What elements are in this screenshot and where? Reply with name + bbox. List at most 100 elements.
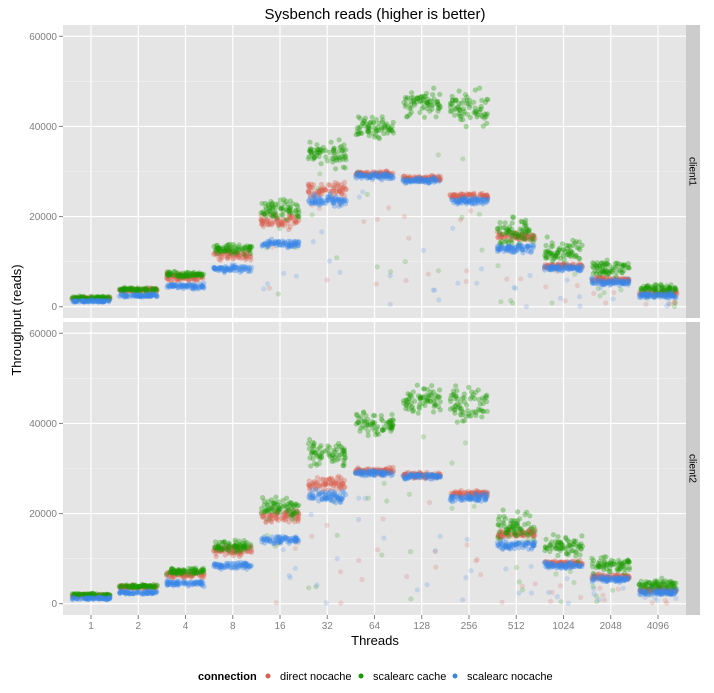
point-scalearc-cache: [607, 566, 612, 571]
point-scalearc-cache: [543, 243, 548, 248]
point-scalearc-cache: [452, 407, 457, 412]
point-scalearc-cache: [276, 505, 281, 510]
point-scalearc-cache: [270, 214, 275, 219]
point-direct-nocache: [306, 189, 311, 194]
point-scalearc-nocache: [363, 173, 368, 178]
point-scalearc-cache: [448, 399, 453, 404]
point-direct-nocache: [391, 465, 396, 470]
point-scalearc-cache: [403, 259, 408, 264]
point-direct-nocache: [292, 218, 297, 223]
point-scalearc-cache: [522, 522, 527, 527]
point-scalearc-cache: [561, 254, 566, 259]
point-scalearc-cache: [417, 110, 422, 115]
point-scalearc-cache: [616, 261, 621, 266]
point-scalearc-nocache: [261, 286, 266, 291]
point-scalearc-cache: [618, 287, 623, 292]
point-scalearc-cache: [296, 503, 301, 508]
point-scalearc-nocache: [479, 266, 484, 271]
point-direct-nocache: [433, 565, 438, 570]
point-scalearc-nocache: [453, 199, 458, 204]
point-scalearc-cache: [422, 115, 427, 120]
point-scalearc-nocache: [664, 295, 669, 300]
point-scalearc-cache: [168, 569, 173, 574]
point-scalearc-cache: [389, 412, 394, 417]
point-scalearc-nocache: [199, 284, 204, 289]
point-scalearc-cache: [335, 533, 340, 538]
point-scalearc-cache: [616, 558, 621, 563]
point-scalearc-cache: [325, 443, 330, 448]
point-scalearc-cache: [405, 95, 410, 100]
point-scalearc-cache: [380, 114, 385, 119]
point-scalearc-cache: [423, 94, 428, 99]
point-scalearc-nocache: [191, 287, 196, 292]
point-scalearc-cache: [495, 263, 500, 268]
point-scalearc-cache: [370, 420, 375, 425]
point-scalearc-nocache: [94, 596, 99, 601]
point-scalearc-cache: [455, 420, 460, 425]
point-scalearc-cache: [497, 220, 502, 225]
point-scalearc-cache: [462, 400, 467, 405]
point-scalearc-cache: [473, 87, 478, 92]
point-scalearc-cache: [408, 596, 413, 601]
point-scalearc-cache: [571, 538, 576, 543]
point-direct-nocache: [274, 600, 279, 605]
point-scalearc-nocache: [319, 229, 324, 234]
point-scalearc-nocache: [77, 597, 82, 602]
point-direct-nocache: [601, 593, 606, 598]
point-direct-nocache: [273, 516, 278, 521]
point-direct-nocache: [338, 601, 343, 606]
point-scalearc-nocache: [595, 278, 600, 283]
point-scalearc-nocache: [611, 296, 616, 301]
point-scalearc-nocache: [311, 239, 316, 244]
point-scalearc-cache: [497, 230, 502, 235]
point-scalearc-nocache: [263, 242, 268, 247]
point-scalearc-cache: [528, 526, 533, 531]
point-scalearc-nocache: [577, 304, 582, 309]
point-scalearc-cache: [610, 267, 615, 272]
point-scalearc-cache: [510, 214, 515, 219]
point-scalearc-cache: [312, 450, 317, 455]
point-scalearc-cache: [228, 246, 233, 251]
point-direct-nocache: [329, 476, 334, 481]
point-scalearc-cache: [385, 130, 390, 135]
point-scalearc-cache: [339, 444, 344, 449]
point-scalearc-cache: [416, 411, 421, 416]
point-scalearc-cache: [621, 263, 626, 268]
point-scalearc-cache: [454, 97, 459, 102]
x-axis-label: Threads: [351, 633, 399, 648]
point-scalearc-cache: [466, 385, 471, 390]
point-scalearc-cache: [484, 399, 489, 404]
point-scalearc-nocache: [479, 200, 484, 205]
point-scalearc-cache: [450, 101, 455, 106]
point-scalearc-cache: [570, 243, 575, 248]
y-tick-label: 0: [51, 599, 57, 610]
point-scalearc-cache: [453, 106, 458, 111]
point-scalearc-cache: [311, 443, 316, 448]
point-direct-nocache: [286, 227, 291, 232]
point-direct-nocache: [406, 236, 411, 241]
y-tick-label: 20000: [29, 509, 57, 520]
point-scalearc-nocache: [573, 265, 578, 270]
point-scalearc-cache: [334, 255, 339, 260]
point-direct-nocache: [375, 547, 380, 552]
point-scalearc-nocache: [469, 201, 474, 206]
point-scalearc-cache: [648, 286, 653, 291]
point-scalearc-cache: [627, 266, 632, 271]
point-direct-nocache: [386, 205, 391, 210]
point-scalearc-cache: [436, 268, 441, 273]
point-scalearc-cache: [341, 463, 346, 468]
point-direct-nocache: [404, 574, 409, 579]
point-scalearc-nocache: [496, 246, 501, 251]
point-scalearc-cache: [543, 545, 548, 550]
point-scalearc-cache: [365, 192, 370, 197]
point-scalearc-cache: [193, 565, 198, 570]
point-direct-nocache: [504, 277, 509, 282]
point-scalearc-cache: [315, 186, 320, 191]
point-scalearc-cache: [292, 503, 297, 508]
point-scalearc-cache: [643, 579, 648, 584]
point-scalearc-cache: [213, 539, 218, 544]
point-scalearc-cache: [284, 217, 289, 222]
point-scalearc-cache: [406, 407, 411, 412]
point-scalearc-nocache: [84, 596, 89, 601]
